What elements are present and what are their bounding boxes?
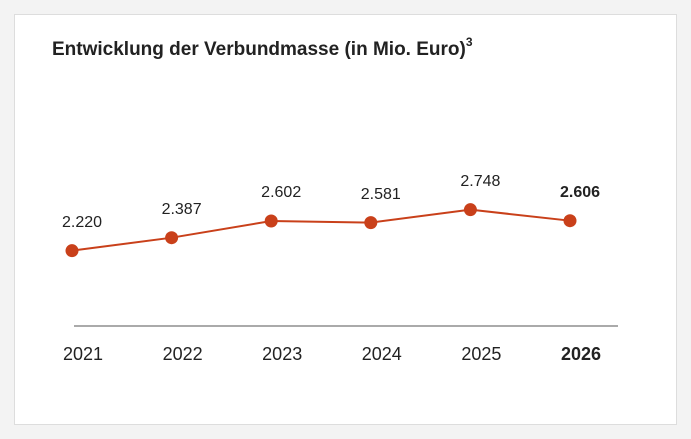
point: [65, 244, 79, 258]
line: [71, 208, 571, 252]
title-footnote: 3: [466, 35, 473, 49]
point: [463, 203, 477, 217]
point: [165, 231, 179, 245]
x-tick-label: 2025: [461, 344, 501, 364]
value-label: 2.748: [460, 173, 500, 190]
point: [563, 214, 577, 228]
x-tick-label: 2023: [262, 344, 302, 364]
title-text: Entwicklung der Verbundmasse (in Mio. Eu…: [52, 39, 466, 60]
value-label: 2.606: [560, 184, 600, 201]
point: [364, 216, 378, 230]
x-tick-label: 2022: [163, 344, 203, 364]
chart-title: Entwicklung der Verbundmasse (in Mio. Eu…: [52, 35, 473, 60]
value-label: 2.602: [261, 184, 301, 201]
x-tick-label: 2021: [63, 344, 103, 364]
value-label: 2.387: [162, 201, 202, 218]
point: [264, 214, 278, 228]
value-label: 2.220: [62, 214, 102, 231]
value-label: 2.581: [361, 186, 401, 203]
x-tick-label: 2026: [561, 344, 601, 364]
x-tick-label: 2024: [362, 344, 402, 364]
